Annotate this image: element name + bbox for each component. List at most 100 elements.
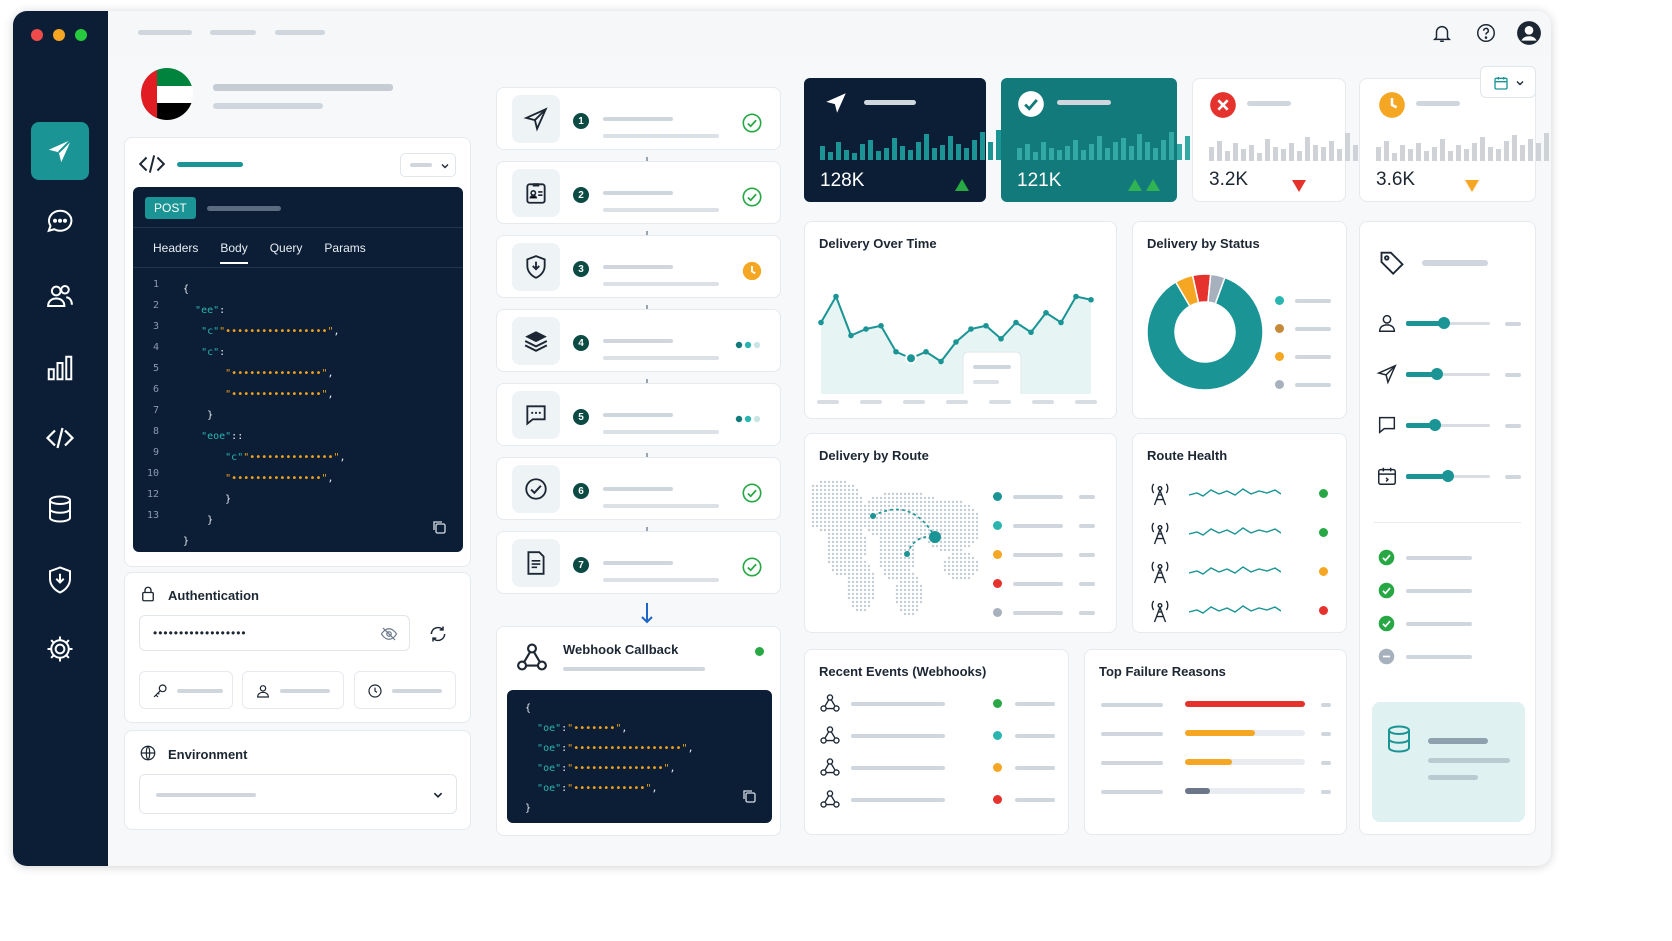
key-option[interactable] [139, 671, 233, 709]
copy-icon[interactable] [741, 788, 757, 804]
pipeline-step-7[interactable]: 7 [496, 531, 781, 594]
nav-code-icon[interactable] [31, 409, 89, 467]
environment-select[interactable] [139, 774, 457, 814]
pie-slice[interactable] [1207, 273, 1226, 305]
storage-card[interactable] [1372, 702, 1525, 822]
refresh-icon[interactable] [428, 624, 448, 644]
endpoint-url[interactable] [207, 206, 281, 211]
slider-handle[interactable] [1431, 368, 1443, 380]
bell-icon[interactable] [1431, 22, 1453, 44]
data-point[interactable] [1013, 319, 1019, 326]
sparkline-bar [820, 146, 825, 160]
failure-reason-row[interactable] [1085, 787, 1348, 799]
eye-off-icon[interactable] [380, 626, 398, 642]
breadcrumb-1[interactable] [138, 30, 192, 35]
pipeline-step-2[interactable]: 2 [496, 161, 781, 224]
tab-body[interactable]: Body [220, 241, 248, 264]
close-window-button[interactable] [31, 29, 43, 41]
data-point[interactable] [878, 322, 884, 329]
data-point[interactable] [863, 326, 869, 332]
nav-analytics-icon[interactable] [31, 339, 89, 397]
priority-slider-row[interactable] [1360, 412, 1537, 438]
route-health-row[interactable] [1133, 479, 1348, 509]
nav-messages-icon[interactable] [31, 193, 89, 251]
data-point[interactable] [1028, 329, 1034, 336]
data-point[interactable] [1088, 296, 1094, 303]
minimize-window-button[interactable] [53, 29, 65, 41]
tab-query[interactable]: Query [269, 241, 303, 255]
priority-slider-row[interactable] [1360, 361, 1537, 387]
event-row[interactable] [805, 690, 1070, 716]
data-point[interactable] [833, 293, 839, 300]
slider-handle[interactable] [1429, 419, 1441, 431]
event-row[interactable] [805, 722, 1070, 748]
failure-reason-row[interactable] [1085, 758, 1348, 770]
expiry-option[interactable] [354, 671, 456, 709]
delivery-by-status-chart[interactable] [1145, 272, 1265, 392]
data-point[interactable] [818, 319, 824, 326]
kpi-pending[interactable]: 3.6K [1359, 66, 1549, 202]
route-hub-marker[interactable] [929, 531, 941, 543]
data-point[interactable] [1058, 319, 1064, 326]
nav-send-icon[interactable] [31, 122, 89, 180]
tab-headers[interactable]: Headers [153, 241, 199, 255]
failure-reason-row[interactable] [1085, 729, 1348, 741]
api-key-input[interactable]: •••••••••••••••••• [139, 615, 410, 651]
copy-icon[interactable] [431, 519, 447, 535]
method-badge[interactable]: POST [145, 197, 196, 219]
data-point[interactable] [983, 322, 989, 329]
slider-handle[interactable] [1438, 317, 1450, 329]
pipeline-step-1[interactable]: 1 [496, 87, 781, 150]
event-row[interactable] [805, 754, 1070, 780]
user-option[interactable] [242, 671, 344, 709]
check-item[interactable] [1360, 613, 1537, 633]
data-point[interactable] [923, 348, 929, 355]
priority-slider-row[interactable] [1360, 310, 1537, 336]
data-point[interactable] [953, 339, 959, 345]
pipeline-step-6[interactable]: 6 [496, 457, 781, 520]
data-point[interactable] [893, 348, 899, 355]
slider-handle[interactable] [1442, 470, 1454, 482]
nav-security-icon[interactable] [31, 551, 89, 609]
route-health-row[interactable] [1133, 518, 1348, 548]
nav-database-icon[interactable] [31, 480, 89, 538]
check-item[interactable] [1360, 580, 1537, 600]
failure-reason-row[interactable] [1085, 700, 1348, 712]
route-origin-marker[interactable] [870, 513, 876, 519]
breadcrumb-3[interactable] [275, 30, 325, 35]
pie-slice[interactable] [1146, 276, 1264, 391]
maximize-window-button[interactable] [75, 29, 87, 41]
event-row[interactable] [805, 786, 1070, 812]
data-point[interactable] [968, 326, 974, 332]
nav-users-icon[interactable] [31, 267, 89, 325]
pipeline-step-4[interactable]: 4 [496, 309, 781, 372]
kpi-failed[interactable]: 3.2K [1192, 78, 1398, 202]
kpi-sent[interactable]: 128K [804, 78, 1025, 202]
check-item[interactable] [1360, 547, 1537, 567]
priority-slider-row[interactable] [1360, 463, 1537, 489]
data-point[interactable] [905, 352, 917, 365]
data-point[interactable] [938, 358, 944, 365]
webhook-payload[interactable]: { "oe":"•••••••", "oe":"••••••••••••••••… [507, 690, 772, 823]
data-point[interactable] [848, 332, 854, 339]
help-icon[interactable] [1475, 22, 1497, 44]
delivery-over-time-chart[interactable] [817, 264, 1103, 394]
breadcrumb-2[interactable] [210, 30, 256, 35]
date-range-picker[interactable] [1480, 66, 1536, 98]
route-health-row[interactable] [1133, 557, 1348, 587]
pipeline-step-5[interactable]: 5 [496, 383, 781, 446]
format-dropdown[interactable] [400, 153, 456, 177]
data-point[interactable] [1043, 309, 1049, 316]
route-health-row[interactable] [1133, 596, 1348, 626]
tab-params[interactable]: Params [324, 241, 366, 255]
pipeline-step-3[interactable]: 3 [496, 235, 781, 298]
nav-settings-icon[interactable] [31, 620, 89, 678]
user-avatar-icon[interactable] [1516, 20, 1542, 46]
check-item[interactable] [1360, 646, 1537, 666]
kpi-delivered[interactable]: 121K [1001, 78, 1222, 202]
data-point[interactable] [1073, 293, 1079, 300]
world-route-map[interactable] [811, 476, 987, 626]
data-point[interactable] [998, 335, 1004, 342]
route-origin-marker[interactable] [904, 551, 910, 557]
